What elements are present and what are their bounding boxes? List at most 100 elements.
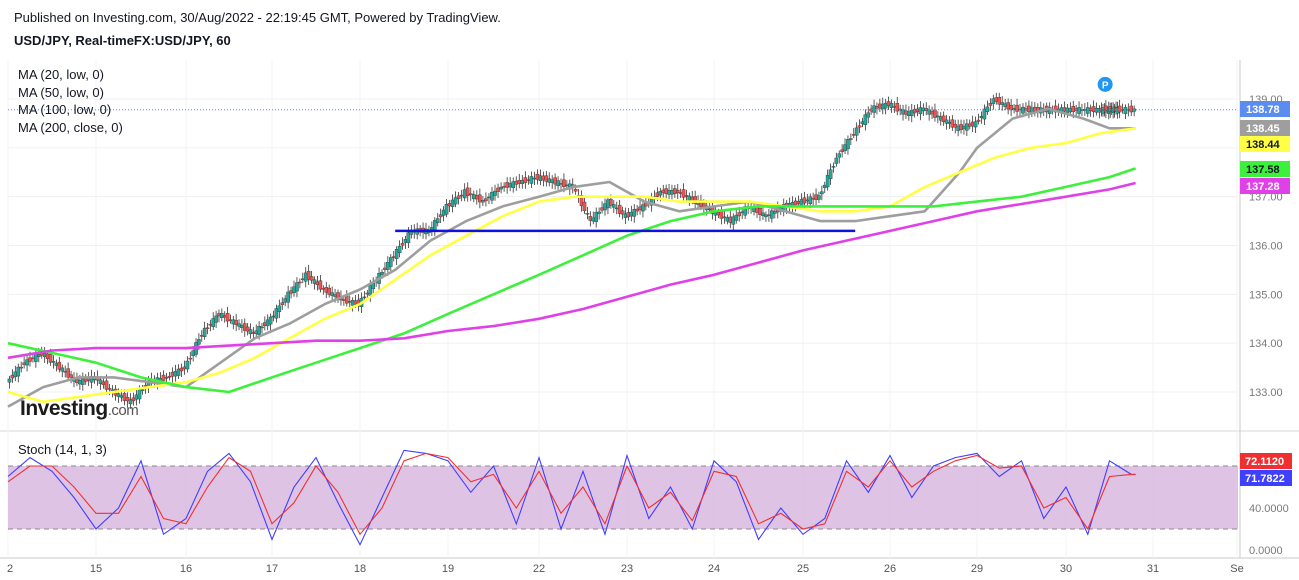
candle-body	[444, 204, 449, 215]
candle	[985, 100, 990, 115]
candle-body	[333, 294, 337, 297]
candle	[828, 163, 833, 185]
candle	[456, 191, 461, 205]
candle-body	[295, 282, 299, 292]
candle	[286, 285, 290, 309]
candle	[941, 111, 946, 126]
candle	[872, 99, 876, 119]
candle-body	[499, 186, 503, 190]
candle-body	[101, 381, 106, 386]
candle-body	[609, 198, 613, 206]
candle-body	[641, 204, 645, 212]
legend-ma100[interactable]: MA (100, low, 0)	[18, 102, 112, 117]
candle-body	[594, 212, 598, 222]
price-tick-label: 136.00	[1249, 241, 1283, 253]
legend-ma200[interactable]: MA (200, close, 0)	[18, 119, 123, 135]
candle	[1009, 98, 1013, 117]
candle-body	[603, 203, 607, 211]
candle-body	[465, 187, 470, 196]
price-label-text: 137.28	[1246, 181, 1280, 193]
candle-body	[318, 280, 323, 290]
candle-body	[430, 227, 434, 230]
candle-body	[511, 181, 516, 188]
legend-ma50[interactable]: MA (50, low, 0)	[18, 84, 104, 100]
candle-body	[834, 157, 839, 164]
stoch-k-line	[7, 449, 1136, 547]
candle-body	[740, 211, 744, 214]
candle	[277, 299, 282, 319]
candle-body	[820, 191, 824, 195]
candle-body	[895, 103, 900, 112]
candle-body	[770, 210, 774, 219]
candle	[933, 103, 937, 122]
candle-body	[16, 366, 21, 377]
candle	[295, 277, 299, 298]
time-tick-label: 29	[971, 563, 983, 575]
candle-body	[34, 353, 38, 362]
candle-body	[167, 376, 172, 378]
candle	[179, 363, 184, 377]
marker-badge	[1097, 76, 1113, 92]
price-label-badge	[1240, 136, 1290, 152]
candle-body	[462, 189, 467, 199]
candle	[394, 246, 399, 266]
price-label-badge	[1240, 161, 1290, 177]
candle-body	[502, 185, 506, 188]
candle	[632, 204, 637, 223]
candle	[465, 182, 470, 202]
candle-body	[562, 179, 566, 188]
candle-body	[716, 212, 721, 216]
stoch-tick-label: 0.0000	[1249, 545, 1283, 557]
candle-body	[597, 211, 601, 214]
candle	[490, 186, 494, 204]
candle	[1132, 105, 1136, 117]
candle	[309, 270, 314, 284]
candle-body	[205, 327, 210, 329]
candle	[866, 106, 871, 124]
candle	[280, 297, 285, 310]
candle	[478, 188, 482, 209]
candle-body	[982, 108, 987, 120]
candle	[953, 119, 958, 134]
candle	[1117, 99, 1122, 119]
ma200-line	[7, 181, 1136, 360]
candle-body	[614, 207, 619, 210]
candle	[734, 209, 739, 224]
candle-body	[48, 354, 53, 363]
candle-body	[728, 216, 733, 223]
candle	[579, 190, 584, 212]
candle-body	[565, 184, 569, 187]
candle-body	[475, 195, 479, 200]
stoch-legend[interactable]: Stoch (14, 1, 3)	[18, 442, 107, 457]
time-tick-label: 2	[7, 563, 13, 575]
candle	[214, 310, 218, 328]
price-tick-label: 135.00	[1249, 289, 1283, 301]
candle	[493, 184, 497, 201]
time-tick-label: 23	[621, 563, 633, 575]
legend-ma20[interactable]: MA (20, low, 0)	[18, 67, 104, 82]
candle	[854, 122, 859, 142]
time-tick-label: Se	[1230, 563, 1243, 575]
time-tick-label: 30	[1060, 563, 1072, 575]
candle-body	[406, 232, 411, 244]
candle-body	[312, 279, 317, 284]
candle-body	[849, 138, 853, 140]
stoch-tick-label: 40.0000	[1249, 503, 1289, 515]
candle-body	[773, 210, 777, 214]
ma50-line	[7, 127, 1136, 404]
candle-body	[526, 179, 531, 181]
candle-body	[37, 354, 41, 357]
candle-body	[456, 195, 461, 199]
candle-body	[889, 103, 894, 108]
candle-body	[268, 316, 273, 325]
candle-body	[245, 326, 250, 332]
candle	[973, 116, 978, 133]
candle-body	[128, 399, 133, 405]
candle-body	[468, 193, 473, 196]
candle	[529, 171, 534, 188]
candle-body	[496, 187, 500, 192]
candle	[982, 104, 987, 126]
candle-body	[944, 119, 949, 124]
candle-body	[248, 329, 253, 335]
